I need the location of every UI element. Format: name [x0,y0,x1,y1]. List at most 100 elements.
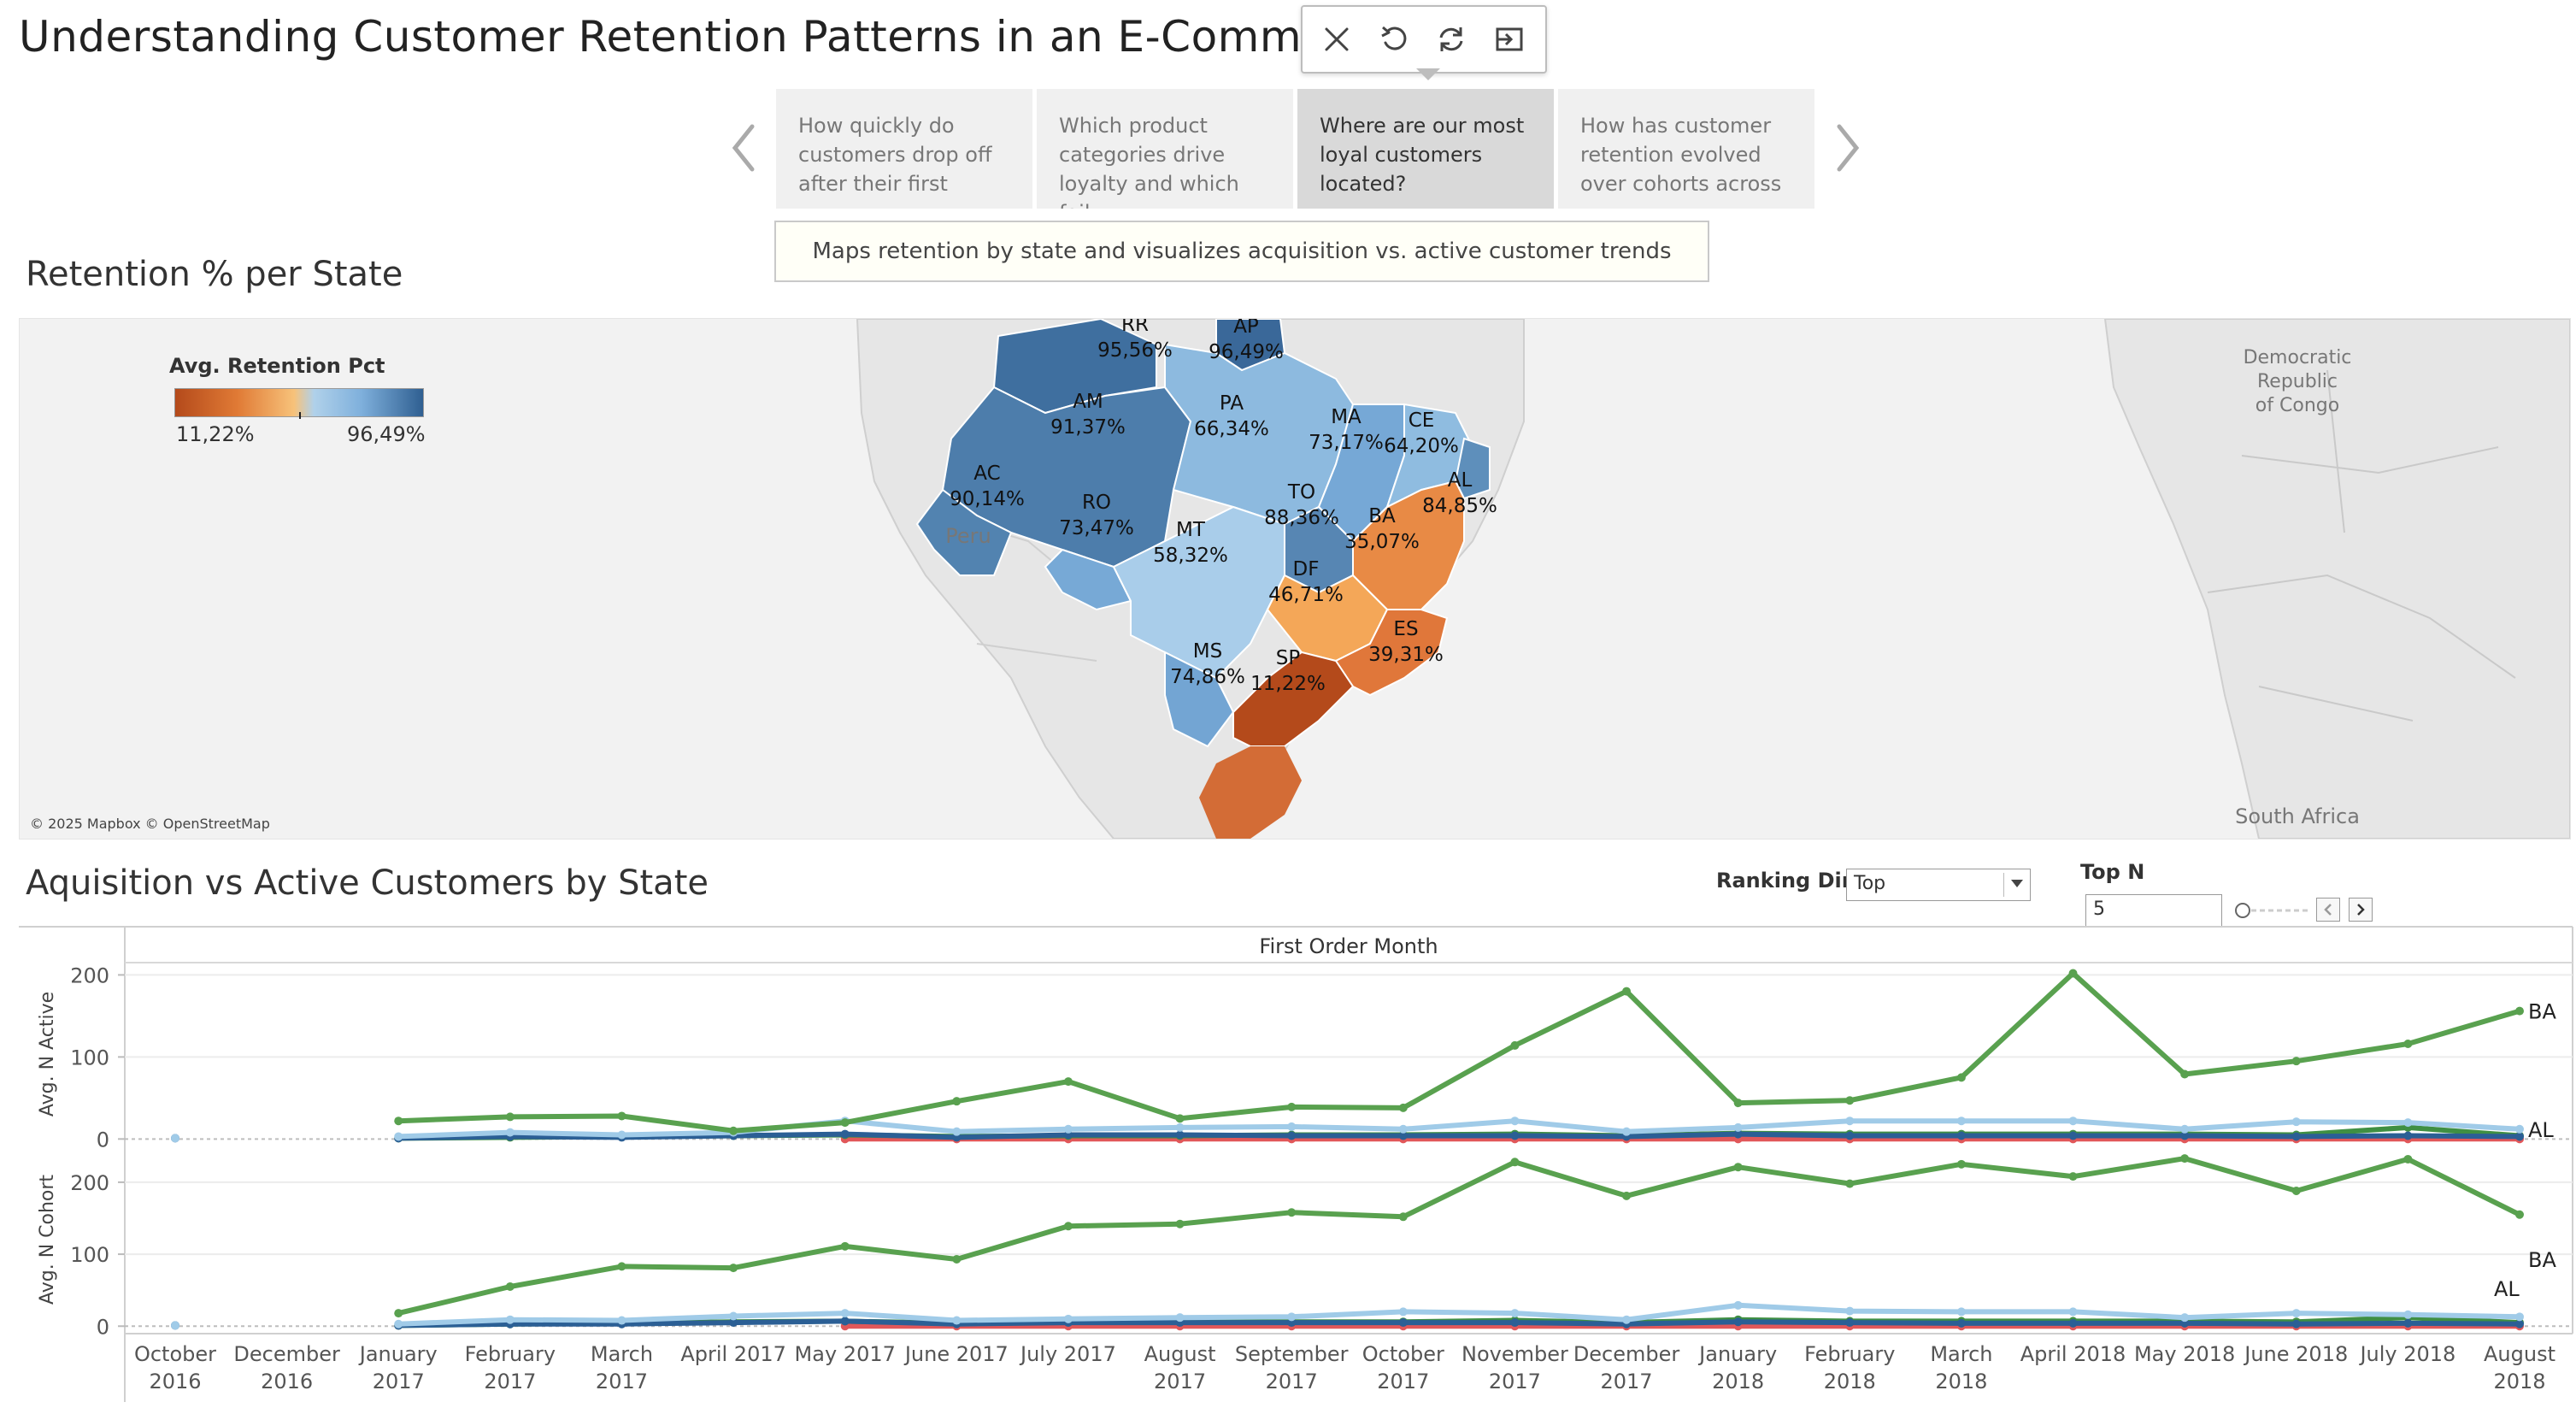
data-point [729,1318,738,1328]
series-line [398,1131,2520,1141]
state-MT[interactable] [1112,505,1285,680]
x-tick-label: February 2017 [465,1342,556,1393]
data-point [1845,1116,1855,1126]
data-point [1510,1131,1520,1140]
data-point [952,1127,962,1136]
state-code-label: AC [973,462,1000,485]
state-value-label: 66,34% [1194,418,1269,440]
state-code-label: PA [1220,392,1244,415]
state-ES[interactable] [1334,609,1449,697]
state-SP[interactable] [1232,651,1355,747]
series-end-label: AL [2528,1118,2554,1142]
data-point [2180,1131,2190,1140]
story-tab-2[interactable]: Which product categories drive loyalty a… [1037,89,1293,209]
data-point [1733,1099,1743,1108]
top-n-input[interactable]: 5 [2085,894,2222,927]
state-code-label: SP [1276,647,1301,669]
data-point [2515,1312,2524,1322]
data-point [1733,1129,1743,1139]
data-point [617,1111,626,1121]
data-point [1398,1318,1408,1328]
data-point [1175,1114,1185,1123]
story-prev-arrow[interactable] [720,120,771,176]
data-point [840,1118,850,1128]
data-point [2403,1310,2413,1319]
story-tab-4[interactable]: How has customer retention evolved over … [1558,89,1814,209]
data-point [617,1316,626,1325]
series-line [397,1156,2521,1317]
legend-tick [299,412,301,419]
data-point [1398,1124,1408,1134]
data-point [1956,1318,1966,1328]
refresh-icon[interactable] [1427,15,1475,63]
x-tick-label: August 2018 [2484,1342,2555,1393]
state-code-label: DF [1293,558,1320,580]
data-point [2291,1319,2301,1329]
x-tick-label: July 2018 [2358,1342,2455,1366]
state-value-label: 46,71% [1268,584,1344,606]
story-next-arrow[interactable] [1820,120,1872,176]
state-AC[interactable] [915,488,1013,576]
state-code-label: RR [1121,319,1149,336]
top-n-increment-button[interactable] [2349,898,2373,922]
data-point [729,1126,738,1135]
data-point [1175,1130,1185,1140]
page-title: Understanding Customer Retention Pattern… [19,12,1467,62]
place-label-peru: Peru [945,524,991,548]
data-point [952,1254,962,1264]
retention-map[interactable]: Peru Democratic Republic of Congo South Af… [19,318,2571,840]
data-point [1510,1158,1520,1167]
y-tick-label: 100 [70,1046,109,1069]
data-point [1063,1124,1073,1134]
data-point [2291,1186,2301,1195]
x-tick-label: September 2017 [1235,1342,1349,1393]
data-point [1845,1131,1855,1140]
data-point [1733,1163,1743,1172]
story-tab-1[interactable]: How quickly do customers drop off after … [776,89,1032,209]
top-n-decrement-button[interactable] [2316,898,2340,922]
data-point [505,1112,515,1122]
data-point [1510,1116,1520,1126]
y-tick-label: 100 [70,1243,109,1267]
top-n-slider[interactable] [2234,901,2311,920]
data-point [2180,1154,2190,1164]
data-point [394,1132,403,1141]
state-code-label: CE [1409,409,1435,432]
x-tick-label: March 2017 [591,1342,653,1393]
map-section-title: Retention % per State [26,255,403,294]
state-code-label: MT [1176,519,1206,541]
exit-icon[interactable] [1485,15,1533,63]
y-tick-label: 200 [70,963,109,987]
data-point [2515,1006,2524,1016]
data-point [840,1241,850,1251]
ranking-direction-select[interactable]: Top [1846,869,2031,901]
map-canvas: Peru Democratic Republic of Congo South Af… [30,319,2570,839]
state-value-label: 88,36% [1264,507,1339,529]
data-point [505,1281,515,1291]
state-south[interactable] [1199,746,1302,839]
state-MS[interactable] [1164,651,1235,748]
data-point [1287,1122,1297,1131]
state-code-label: MS [1193,640,1222,663]
toolbar-pointer [1416,68,1440,80]
data-point [1287,1312,1297,1322]
data-point [1398,1131,1408,1140]
y-axis-title: Avg. N Cohort [37,1175,58,1305]
story-tab-3[interactable]: Where are our most loyal customers locat… [1297,89,1554,209]
data-point [2068,1307,2078,1317]
data-point [1398,1307,1408,1317]
story-caption: Maps retention by state and visualizes a… [774,221,1709,282]
data-point [1956,1159,1966,1169]
data-point [171,1134,179,1143]
close-icon[interactable] [1313,15,1361,63]
data-point [1063,1222,1073,1231]
x-tick-label: November 2017 [1461,1342,1568,1393]
acq-section-title: Aquisition vs Active Customers by State [26,863,709,903]
state-AL[interactable] [1454,437,1491,500]
data-point [1845,1179,1855,1188]
y-axis-title: Avg. N Active [37,992,58,1116]
data-point [1510,1309,1520,1318]
data-point [952,1097,962,1106]
undo-icon[interactable] [1371,15,1419,63]
data-point [1956,1073,1966,1082]
